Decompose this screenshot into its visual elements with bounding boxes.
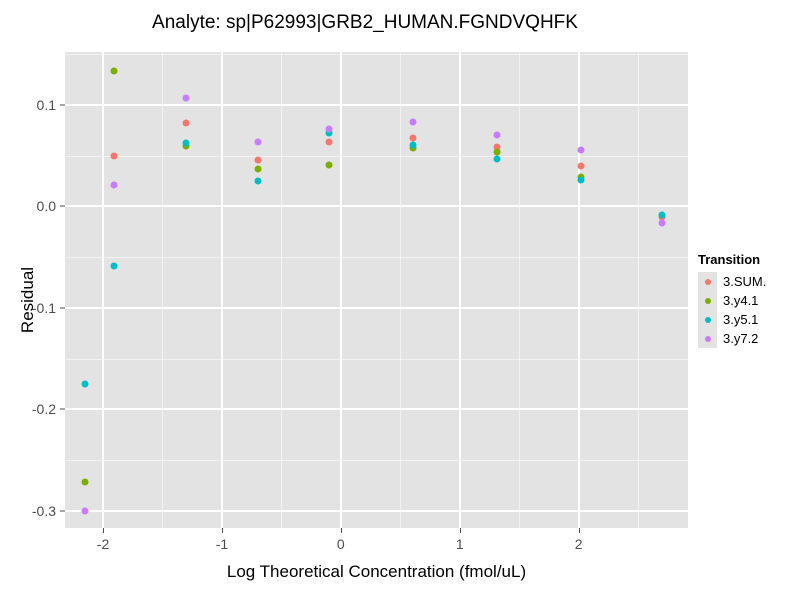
x-tick-label: 0 (336, 536, 345, 552)
data-point (182, 139, 190, 147)
legend: Transition 3.SUM. 3.y4.1 3.y5.1 3.y7.2 (698, 252, 798, 348)
gridline-major-horizontal (65, 205, 688, 208)
data-point (493, 155, 501, 163)
gridline-major-horizontal (65, 103, 688, 106)
gridline-major-vertical (220, 52, 223, 528)
gridline-minor-vertical (400, 52, 402, 528)
gridline-minor-horizontal (65, 54, 688, 56)
data-point (182, 119, 190, 127)
y-tick-label: -0.3 (31, 502, 56, 519)
data-point (577, 176, 585, 184)
x-tick-mark (459, 528, 461, 533)
data-point (110, 67, 118, 75)
data-point (325, 129, 333, 137)
x-tick-mark (340, 528, 342, 533)
x-tick-mark (221, 528, 223, 533)
legend-item-label: 3.y4.1 (723, 293, 759, 308)
data-point (254, 156, 262, 164)
y-tick-mark (60, 104, 65, 106)
data-point (325, 125, 333, 133)
gridline-minor-horizontal (65, 155, 688, 157)
legend-key-swatch (698, 329, 717, 348)
y-axis-label: Residual (18, 266, 37, 334)
data-point (658, 211, 666, 219)
x-tick-mark (103, 528, 105, 533)
legend-title: Transition (698, 252, 761, 267)
x-tick-label: 1 (455, 536, 464, 552)
gridline-major-horizontal (65, 509, 688, 512)
data-point (254, 177, 262, 185)
gridline-major-horizontal (65, 306, 688, 309)
y-tick-label: -0.1 (31, 299, 56, 316)
legend-item[interactable]: 3.y4.1 (698, 291, 798, 310)
gridline-major-vertical (577, 52, 580, 528)
gridline-minor-vertical (519, 52, 521, 528)
gridline-minor-vertical (162, 52, 164, 528)
legend-dot-icon (704, 316, 711, 323)
data-point (658, 219, 666, 226)
data-point (81, 507, 89, 515)
data-point (110, 152, 118, 160)
legend-dot-icon (704, 278, 711, 285)
x-tick-label: -1 (215, 536, 229, 552)
data-point (110, 262, 118, 270)
legend-item-label: 3.SUM. (723, 274, 767, 289)
legend-key-swatch (698, 310, 717, 329)
data-point (409, 118, 417, 126)
data-point (493, 143, 501, 151)
y-tick-label: 0.1 (36, 96, 56, 113)
page-title: Analyte: sp|P62993|GRB2_HUMAN.FGNDVQHFK (152, 12, 578, 33)
legend-dot-icon (704, 335, 711, 342)
data-point (182, 94, 190, 102)
data-point (409, 141, 417, 149)
x-tick-label: -2 (96, 536, 110, 552)
y-tick-mark (60, 408, 65, 410)
legend-items: 3.SUM. 3.y4.1 3.y5.1 3.y7.2 (698, 272, 798, 348)
legend-key-swatch (698, 291, 717, 310)
legend-dot-icon (704, 297, 711, 304)
x-tick-mark (578, 528, 580, 533)
x-tick-label: 2 (574, 536, 583, 552)
data-point (577, 146, 585, 154)
data-point (493, 148, 501, 156)
data-point (325, 161, 333, 169)
data-point (409, 134, 417, 142)
data-point (254, 165, 262, 173)
gridline-major-vertical (458, 52, 461, 528)
x-axis-label: Log Theoretical Concentration (fmol/uL) (226, 562, 527, 581)
legend-item[interactable]: 3.y5.1 (698, 310, 798, 329)
gridline-minor-horizontal (65, 358, 688, 360)
legend-item[interactable]: 3.SUM. (698, 272, 798, 291)
data-point (254, 138, 262, 146)
y-tick-mark (60, 307, 65, 309)
data-point (81, 478, 89, 486)
gridline-major-vertical (339, 52, 342, 528)
legend-key-swatch (698, 272, 717, 291)
gridline-minor-horizontal (65, 460, 688, 461)
gridline-minor-horizontal (65, 257, 688, 258)
data-point (81, 380, 89, 388)
gridline-minor-vertical (638, 52, 640, 528)
y-tick-label: -0.2 (31, 401, 56, 418)
y-tick-mark (60, 510, 65, 512)
legend-item-label: 3.y5.1 (723, 312, 759, 327)
data-point (493, 131, 501, 139)
gridline-major-vertical (102, 52, 105, 528)
gridline-minor-vertical (281, 52, 283, 528)
data-point (110, 181, 118, 189)
legend-item[interactable]: 3.y7.2 (698, 329, 798, 348)
legend-item-label: 3.y7.2 (723, 331, 759, 346)
y-tick-label: 0.0 (36, 198, 56, 215)
plot-panel (65, 52, 688, 528)
data-point (325, 138, 333, 146)
y-tick-mark (60, 205, 65, 207)
data-point (577, 162, 585, 170)
gridline-major-horizontal (65, 408, 688, 411)
